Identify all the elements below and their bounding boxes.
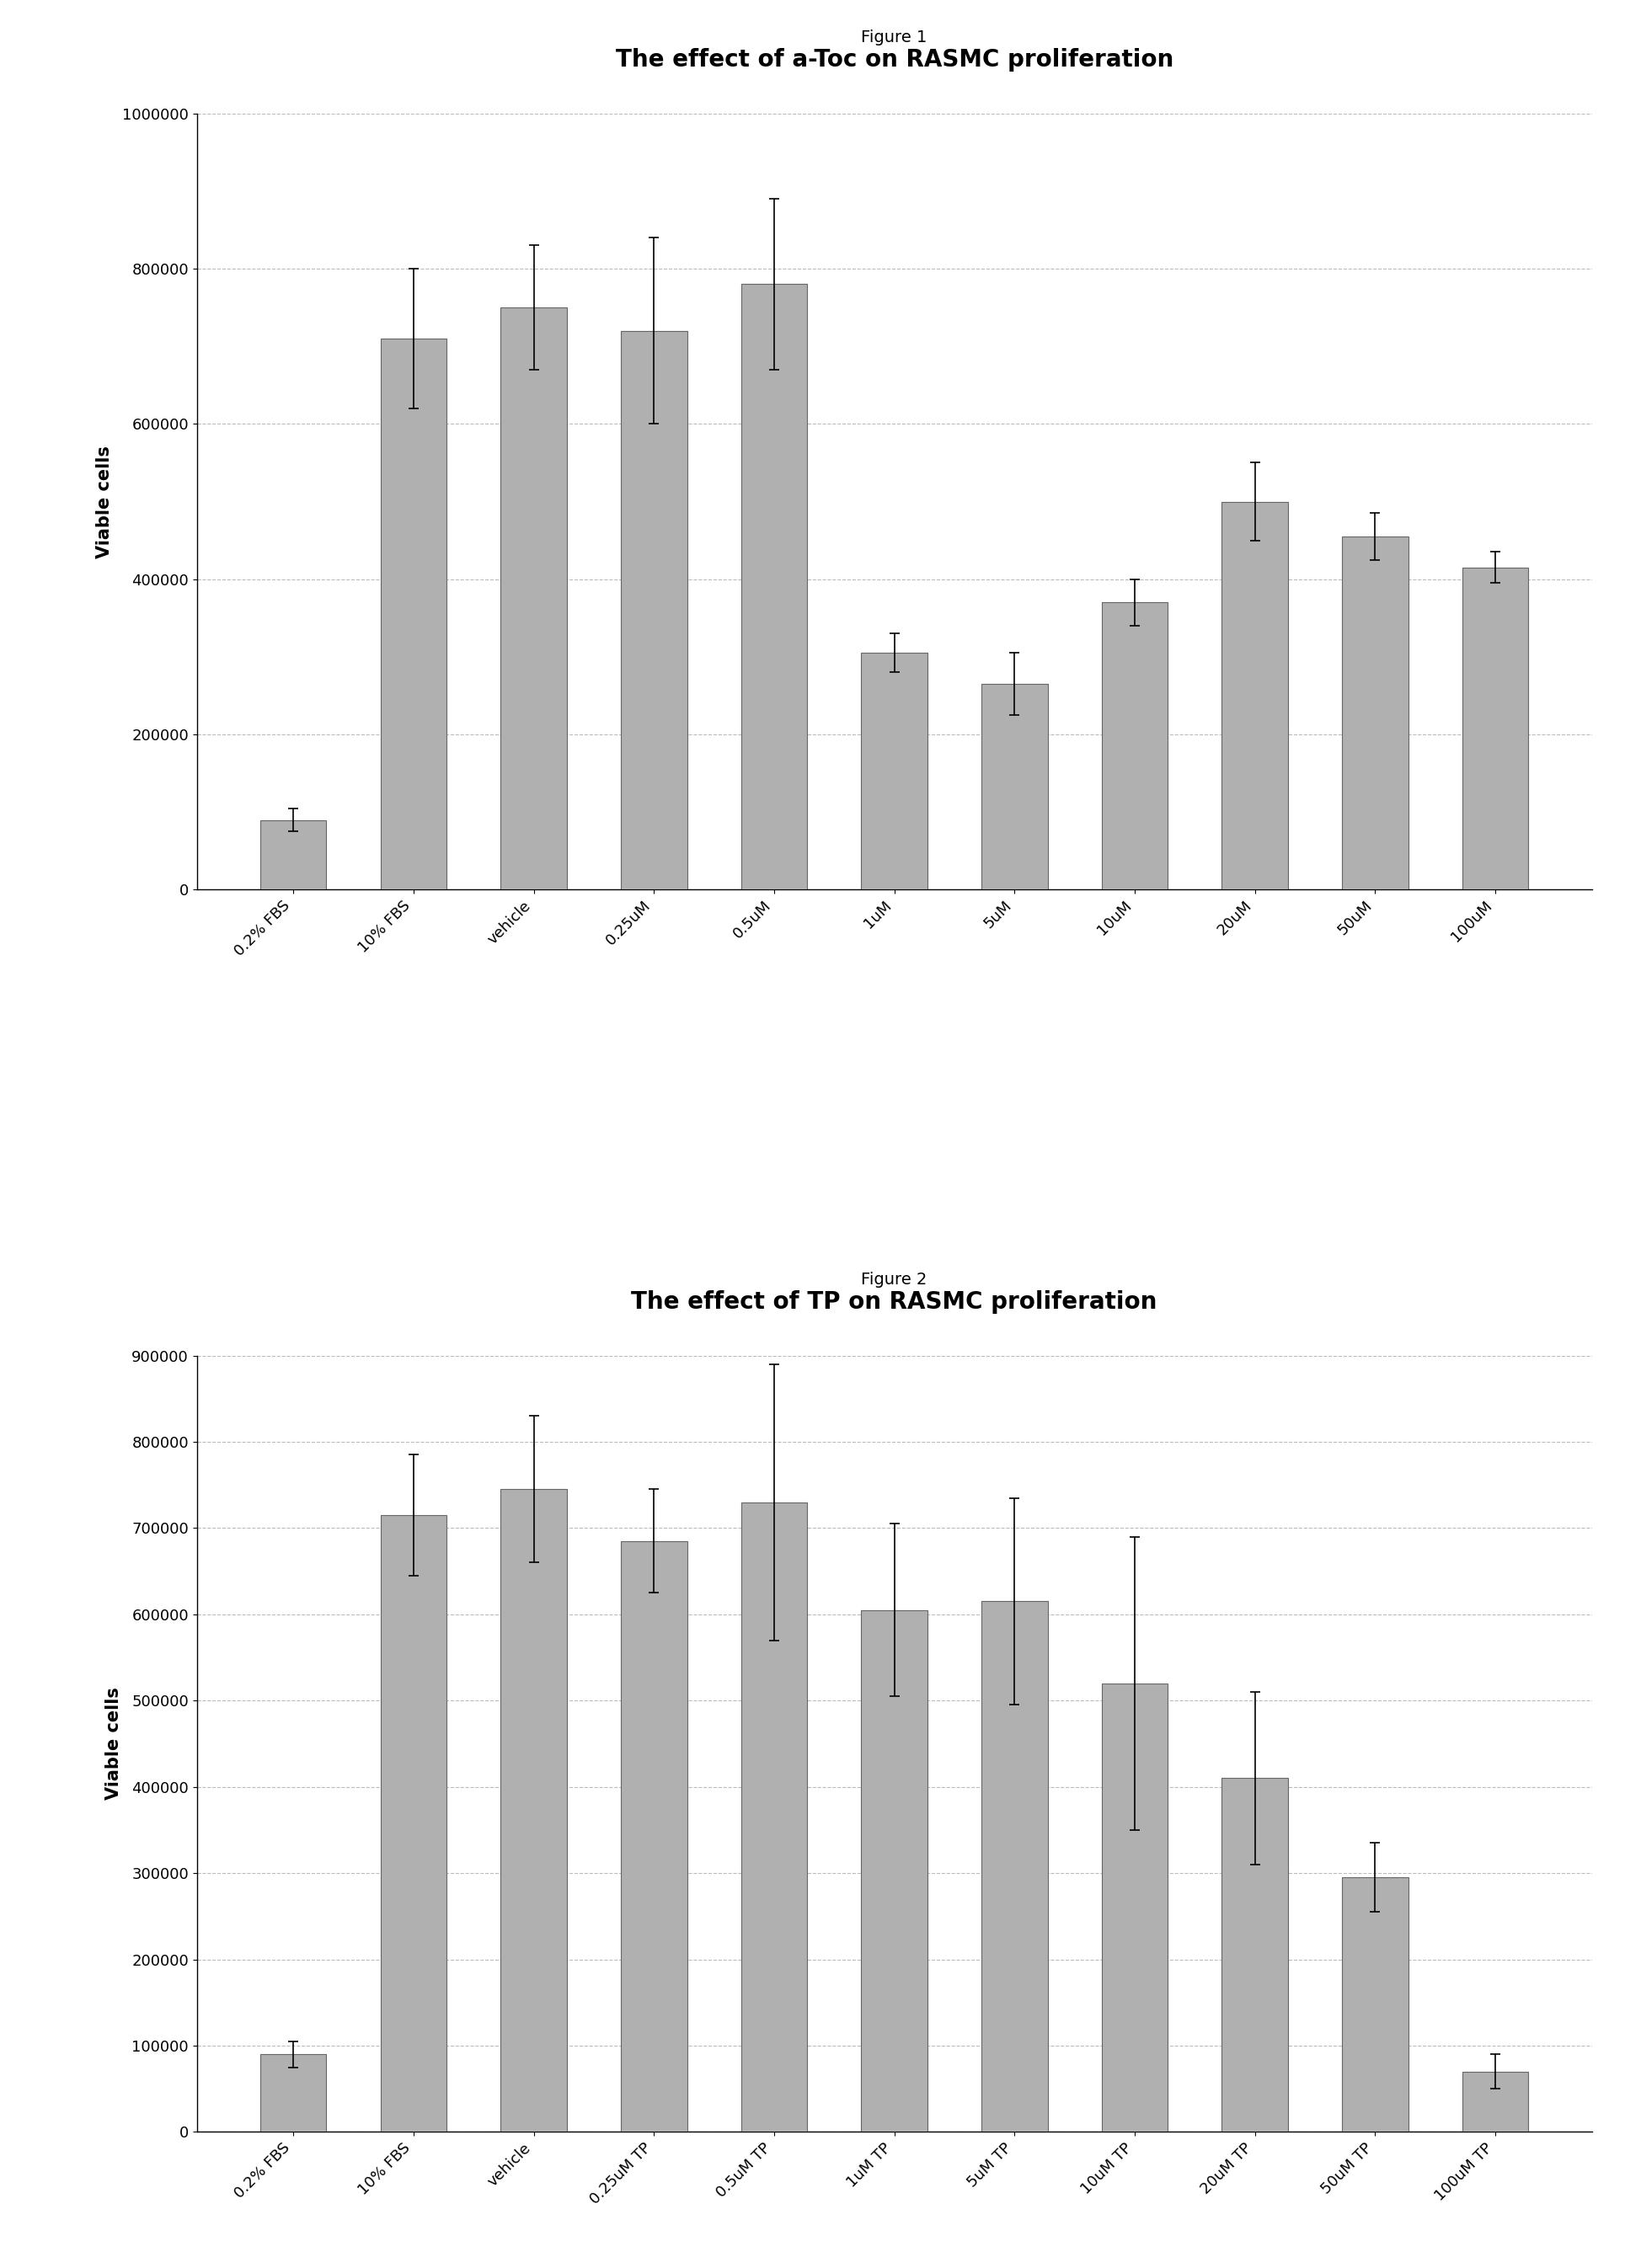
- Bar: [1101, 603, 1168, 889]
- Bar: [620, 1540, 688, 2132]
- Bar: [1223, 501, 1288, 889]
- Bar: [862, 653, 927, 889]
- Bar: [981, 1601, 1047, 2132]
- Bar: [1342, 538, 1408, 889]
- Bar: [381, 1515, 446, 2132]
- Title: The effect of TP on RASMC proliferation: The effect of TP on RASMC proliferation: [632, 1290, 1157, 1313]
- Bar: [381, 338, 446, 889]
- Bar: [742, 1501, 807, 2132]
- Bar: [261, 819, 327, 889]
- Bar: [1223, 1778, 1288, 2132]
- Bar: [1462, 2071, 1528, 2132]
- Y-axis label: Viable cells: Viable cells: [97, 445, 113, 558]
- Bar: [1342, 1878, 1408, 2132]
- Bar: [981, 685, 1047, 889]
- Bar: [261, 2055, 327, 2132]
- Bar: [742, 284, 807, 889]
- Bar: [1462, 567, 1528, 889]
- Y-axis label: Viable cells: Viable cells: [105, 1687, 123, 1801]
- Title: The effect of a-Toc on RASMC proliferation: The effect of a-Toc on RASMC proliferati…: [615, 48, 1173, 73]
- Bar: [1101, 1683, 1168, 2132]
- Bar: [501, 1490, 566, 2132]
- Bar: [501, 308, 566, 889]
- Text: Figure 1: Figure 1: [862, 29, 927, 45]
- Text: Figure 2: Figure 2: [862, 1272, 927, 1288]
- Bar: [620, 331, 688, 889]
- Bar: [862, 1610, 927, 2132]
